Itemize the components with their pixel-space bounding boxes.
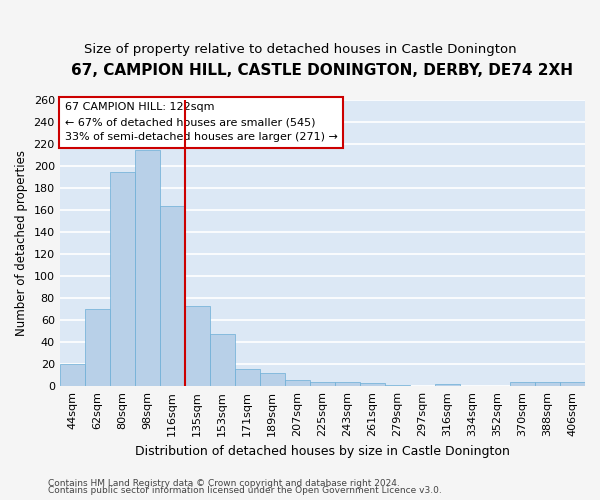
Bar xyxy=(85,309,110,386)
Bar xyxy=(59,364,85,386)
Bar xyxy=(210,334,235,386)
Bar xyxy=(260,373,285,386)
Bar xyxy=(110,172,135,386)
Bar xyxy=(285,380,310,386)
Bar xyxy=(160,206,185,386)
Bar xyxy=(185,306,210,386)
Bar xyxy=(560,382,585,386)
Bar xyxy=(335,382,360,386)
Text: Size of property relative to detached houses in Castle Donington: Size of property relative to detached ho… xyxy=(83,42,517,56)
Text: Contains HM Land Registry data © Crown copyright and database right 2024.: Contains HM Land Registry data © Crown c… xyxy=(48,478,400,488)
Bar xyxy=(360,383,385,386)
Bar xyxy=(510,382,535,386)
X-axis label: Distribution of detached houses by size in Castle Donington: Distribution of detached houses by size … xyxy=(135,444,510,458)
Bar xyxy=(235,368,260,386)
Bar xyxy=(135,150,160,386)
Title: 67, CAMPION HILL, CASTLE DONINGTON, DERBY, DE74 2XH: 67, CAMPION HILL, CASTLE DONINGTON, DERB… xyxy=(71,62,574,78)
Bar xyxy=(310,382,335,386)
Text: Contains public sector information licensed under the Open Government Licence v3: Contains public sector information licen… xyxy=(48,486,442,495)
Bar xyxy=(435,384,460,386)
Bar xyxy=(385,385,410,386)
Bar xyxy=(535,382,560,386)
Text: 67 CAMPION HILL: 122sqm
← 67% of detached houses are smaller (545)
33% of semi-d: 67 CAMPION HILL: 122sqm ← 67% of detache… xyxy=(65,102,338,142)
Y-axis label: Number of detached properties: Number of detached properties xyxy=(15,150,28,336)
